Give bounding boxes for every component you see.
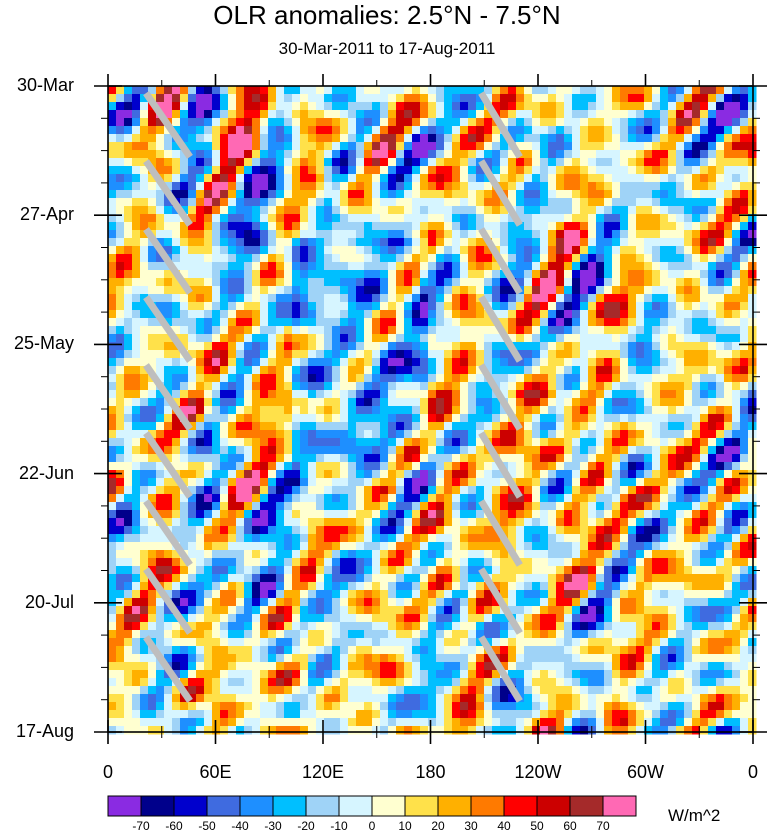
colorbar-level-label: -70 [132, 819, 150, 833]
colorbar-level-label: -10 [330, 819, 348, 833]
colorbar-level-label: 30 [464, 819, 478, 833]
x-tick-label: 120W [514, 762, 562, 782]
x-tick-label: 0 [102, 762, 114, 782]
colorbar-level-label: -50 [198, 819, 216, 833]
colorbar-box [569, 795, 604, 817]
chart-title: OLR anomalies: 2.5°N - 7.5°N [213, 0, 561, 30]
colorbar-level-label: 0 [368, 819, 376, 833]
colorbar-level-label: 40 [497, 819, 511, 833]
colorbar-level-label: 50 [530, 819, 544, 833]
colorbar-level-label: -30 [264, 819, 282, 833]
x-tick-label: 120E [301, 762, 345, 782]
x-tick-label: 180 [415, 762, 446, 782]
x-tick-label: 0 [747, 762, 759, 782]
colorbar-box [536, 795, 571, 817]
colorbar-units: W/m^2 [668, 806, 721, 825]
colorbar-box [338, 795, 373, 817]
colorbar-box [140, 795, 175, 817]
anomaly-field [108, 86, 757, 735]
colorbar-box [503, 795, 538, 817]
colorbar-level-label: 20 [431, 819, 445, 833]
chart-subtitle: 30-Mar-2011 to 17-Aug-2011 [278, 39, 496, 58]
y-tick-label: 22-Jun [18, 462, 74, 483]
y-tick-label: 27-Apr [19, 204, 74, 225]
colorbar-box [305, 795, 340, 817]
colorbar-level-label: 10 [398, 819, 412, 833]
colorbar-box [272, 795, 307, 817]
colorbar-box [173, 795, 208, 817]
colorbar-box [404, 795, 439, 817]
colorbar-box [239, 795, 274, 817]
colorbar-box [437, 795, 472, 817]
x-tick-label: 60E [199, 762, 232, 782]
y-tick-label: 25-May [13, 333, 74, 354]
colorbar-level-label: -40 [231, 819, 249, 833]
colorbar-level-label: -60 [165, 819, 183, 833]
missing-data-streaks [143, 91, 523, 703]
colorbar-box [206, 795, 241, 817]
y-tick-label: 30-Mar [16, 75, 74, 95]
y-tick-label: 17-Aug [15, 721, 74, 741]
colorbar [107, 795, 637, 817]
colorbar-box [602, 795, 637, 817]
colorbar-box [107, 795, 142, 817]
colorbar-level-label: 60 [563, 819, 577, 833]
y-tick-label: 20-Jul [24, 591, 74, 612]
colorbar-level-label: 70 [596, 819, 610, 833]
colorbar-box [371, 795, 406, 817]
colorbar-level-label: -20 [297, 819, 315, 833]
colorbar-box [470, 795, 505, 817]
x-tick-label: 60W [626, 762, 665, 782]
